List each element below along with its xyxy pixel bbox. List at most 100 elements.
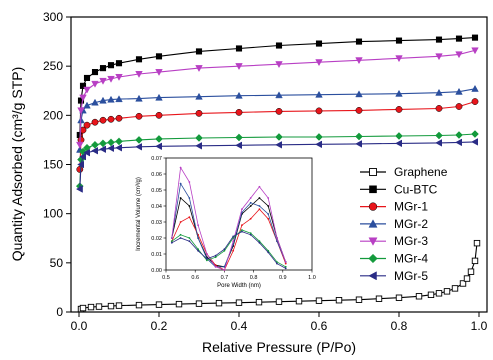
data-point-mgr-5 xyxy=(395,139,402,148)
data-point-mgr-4 xyxy=(155,135,163,143)
data-point-mgr-5 xyxy=(435,139,442,147)
data-point-cu-btc xyxy=(91,69,99,76)
inset-data-point-mgr-4 xyxy=(284,265,287,268)
legend-marker-mgr-1 xyxy=(368,202,378,211)
y-tick-label: 150 xyxy=(43,158,63,172)
inset-data-point-mgr-3 xyxy=(179,166,182,169)
data-point-mgr-1 xyxy=(315,107,323,115)
data-point-mgr-1 xyxy=(395,106,403,113)
data-point-graphene xyxy=(215,299,223,307)
inset-data-point-mgr-1 xyxy=(179,221,182,223)
inset-data-point-mgr-5 xyxy=(258,241,261,244)
data-point-mgr-3 xyxy=(115,73,123,81)
inset-data-point-mgr-3 xyxy=(223,269,226,271)
data-point-mgr-3 xyxy=(471,47,479,55)
inset-data-point-mgr-3 xyxy=(205,253,208,255)
inset-axes: 0.5 0.6 0.7 0.8 0.9 1.0 0.00 0.01 0.02 0.03 0.04 0.… xyxy=(151,156,316,281)
inset-data-point-mgr-4 xyxy=(179,233,182,236)
inset-data-point-mgr-3 xyxy=(267,197,270,199)
data-point-mgr-1 xyxy=(235,108,243,116)
y-tick-label: 200 xyxy=(43,108,63,122)
inset-data-point-mgr-3 xyxy=(170,237,173,239)
data-point-mgr-5 xyxy=(77,160,84,169)
data-point-mgr-3 xyxy=(77,107,85,115)
data-point-graphene xyxy=(473,239,481,247)
inset-data-point-mgr-5 xyxy=(267,251,270,254)
data-point-cu-btc xyxy=(235,45,243,52)
inset-data-point-mgr-4 xyxy=(223,249,226,252)
inset-data-point-mgr-1 xyxy=(258,208,261,211)
data-point-mgr-3 xyxy=(76,141,84,149)
main-series-group xyxy=(75,34,481,313)
inset-y-tick-label: 0.02 xyxy=(151,236,162,242)
x-tick-label: 1.0 xyxy=(471,319,488,333)
data-point-mgr-3 xyxy=(355,57,363,65)
data-point-mgr-4 xyxy=(315,133,323,141)
legend-label-cu-btc: Cu-BTC xyxy=(394,182,438,196)
data-point-mgr-1 xyxy=(455,103,463,110)
inset-data-point-mgr-3 xyxy=(276,237,278,239)
data-point-mgr-1 xyxy=(195,109,203,117)
inset-data-point-mgr-3 xyxy=(197,224,200,227)
y-tick-label: 50 xyxy=(50,256,64,270)
inset-y-tick-label: 0.03 xyxy=(151,220,162,226)
data-point-cu-btc xyxy=(435,36,443,43)
data-point-mgr-5 xyxy=(275,141,282,149)
y-tick-label: 300 xyxy=(43,10,63,24)
legend-marker-mgr-5 xyxy=(368,271,377,281)
x-tick-label: 0.4 xyxy=(231,319,248,333)
inset-data-point-mgr-5 xyxy=(205,257,208,260)
data-point-mgr-2 xyxy=(155,93,163,101)
data-point-mgr-5 xyxy=(155,142,162,151)
data-point-cu-btc xyxy=(115,60,123,67)
data-point-mgr-5 xyxy=(115,144,122,152)
data-point-graphene xyxy=(107,302,115,310)
data-point-graphene xyxy=(255,298,263,306)
data-point-mgr-4 xyxy=(395,132,403,140)
inset-data-point-mgr-2 xyxy=(258,205,261,207)
legend-marker-mgr-4 xyxy=(368,253,378,264)
data-point-mgr-5 xyxy=(195,142,202,150)
data-point-mgr-5 xyxy=(83,148,90,157)
inset-data-point-mgr-3 xyxy=(249,197,252,199)
data-point-mgr-1 xyxy=(83,121,91,129)
data-point-graphene xyxy=(155,301,163,308)
data-point-mgr-4 xyxy=(107,138,115,147)
data-point-cu-btc xyxy=(395,37,403,44)
inset-data-point-mgr-5 xyxy=(241,230,243,233)
inset-data-point-mgr-3 xyxy=(188,181,191,183)
data-point-mgr-1 xyxy=(107,115,115,123)
inset-x-axis-title: Pore Width (nm) xyxy=(217,283,261,289)
inset-y-tick-label: 0.04 xyxy=(151,204,162,210)
inset-data-point-mgr-5 xyxy=(188,240,191,243)
inset-data-point-mgr-4 xyxy=(249,232,252,235)
x-tick-label: 0.6 xyxy=(311,319,328,333)
inset-data-point-mgr-1 xyxy=(284,262,287,265)
data-point-graphene xyxy=(451,285,459,292)
legend-marker-mgr-2 xyxy=(368,219,378,228)
inset-data-point-mgr-2 xyxy=(276,240,278,243)
legend-label-mgr-2: MGr-2 xyxy=(394,217,428,231)
data-point-mgr-2 xyxy=(107,95,115,103)
inset-data-point-mgr-5 xyxy=(284,267,287,270)
data-point-graphene xyxy=(275,298,283,305)
data-point-mgr-3 xyxy=(235,63,243,71)
data-point-graphene xyxy=(175,300,183,308)
data-point-mgr-1 xyxy=(275,108,283,115)
data-point-mgr-3 xyxy=(455,51,463,59)
legend-marker-graphene xyxy=(369,168,377,176)
data-point-mgr-4 xyxy=(235,133,243,142)
inset-series-line-mgr-5 xyxy=(171,231,286,269)
data-point-graphene xyxy=(375,295,383,302)
data-point-mgr-2 xyxy=(471,84,479,92)
inset-data-point-cu-btc xyxy=(249,205,252,207)
data-point-mgr-2 xyxy=(275,91,283,99)
data-point-mgr-2 xyxy=(355,90,363,98)
data-point-cu-btc xyxy=(471,34,479,41)
data-point-graphene xyxy=(355,296,363,303)
data-point-mgr-4 xyxy=(115,137,123,146)
legend-marker-cu-btc xyxy=(369,185,377,194)
inset-data-point-mgr-5 xyxy=(214,254,217,257)
inset-x-tick-label: 0.8 xyxy=(250,275,258,281)
